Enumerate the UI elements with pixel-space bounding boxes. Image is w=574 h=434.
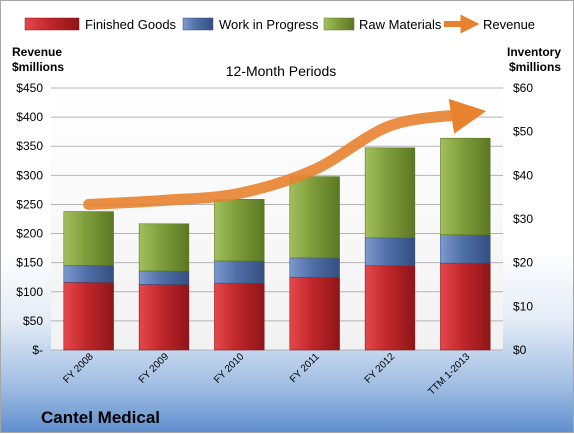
y-left-tick-label: $400 <box>16 110 43 124</box>
y-right-title-line1: Inventory <box>507 45 561 59</box>
y-right-tick-label: $30 <box>513 212 533 226</box>
x-tick-label: FY 2011 <box>288 351 322 385</box>
legend-swatch-raw-materials <box>324 18 354 30</box>
y-right-title-line2: $millions <box>509 60 561 74</box>
bar-raw-materials <box>365 148 415 238</box>
x-tick-label: FY 2008 <box>61 351 96 386</box>
bar-work-in-progress <box>290 258 340 278</box>
legend-swatch-finished-goods <box>25 18 79 30</box>
legend-label-raw-materials: Raw Materials <box>359 17 442 32</box>
y-right-tick-label: $10 <box>513 299 533 313</box>
bar-finished-goods <box>64 282 114 350</box>
bar-work-in-progress <box>139 271 189 285</box>
plot-area <box>51 88 503 350</box>
bar-work-in-progress <box>214 261 264 283</box>
y-left-tick-label: $- <box>32 343 43 357</box>
x-ticks: FY 2008 FY 2009 FY 2010 FY 2011 FY 2012 TTM 1… <box>61 351 472 398</box>
bar-raw-materials <box>440 138 490 235</box>
bar-finished-goods <box>214 283 264 350</box>
x-tick-label: FY 2012 <box>363 351 398 386</box>
y-left-tick-label: $350 <box>16 139 43 153</box>
y-right-tick-label: $0 <box>513 343 527 357</box>
bar-raw-materials <box>64 212 114 266</box>
bar-finished-goods <box>139 285 189 351</box>
bar-raw-materials <box>214 199 264 261</box>
y-left-tick-label: $150 <box>16 256 43 270</box>
legend-swatch-work-in-progress <box>183 18 213 30</box>
x-tick-label: FY 2009 <box>137 351 172 386</box>
bar-work-in-progress <box>365 238 415 266</box>
y-right-tick-label: $40 <box>513 168 533 182</box>
y-left-title-line1: Revenue <box>12 45 62 59</box>
y-right-tick-label: $60 <box>513 81 533 95</box>
bar-work-in-progress <box>64 265 114 282</box>
bar-work-in-progress <box>440 235 490 263</box>
chart-title: 12-Month Periods <box>226 63 337 79</box>
y-left-tick-label: $100 <box>16 285 43 299</box>
bar-raw-materials <box>139 224 189 271</box>
legend: Finished Goods Work in Progress Raw Mate… <box>25 17 535 32</box>
y-left-tick-label: $300 <box>16 168 43 182</box>
y-left-title-line2: $millions <box>12 60 64 74</box>
legend-label-work-in-progress: Work in Progress <box>219 17 319 32</box>
bar-finished-goods <box>365 266 415 350</box>
legend-label-finished-goods: Finished Goods <box>85 17 177 32</box>
y-left-tick-label: $250 <box>16 197 43 211</box>
y-left-tick-label: $50 <box>23 314 43 328</box>
x-tick-label: TTM 1-2013 <box>426 351 473 398</box>
bar-finished-goods <box>440 263 490 350</box>
x-tick-label: FY 2010 <box>212 351 247 386</box>
y-right-tick-label: $20 <box>513 256 533 270</box>
y-left-ticks: $- $50 $100 $150 $200 $250 $300 $350 $400 $450 <box>16 81 43 357</box>
y-right-ticks: $0 $10 $20 $30 $40 $50 $60 <box>513 81 533 357</box>
y-right-tick-label: $50 <box>513 125 533 139</box>
y-left-tick-label: $450 <box>16 81 43 95</box>
y-left-tick-label: $200 <box>16 227 43 241</box>
bar-finished-goods <box>290 278 340 350</box>
bar-raw-materials <box>290 177 340 258</box>
legend-label-revenue: Revenue <box>483 17 535 32</box>
company-name: Cantel Medical <box>41 408 160 427</box>
